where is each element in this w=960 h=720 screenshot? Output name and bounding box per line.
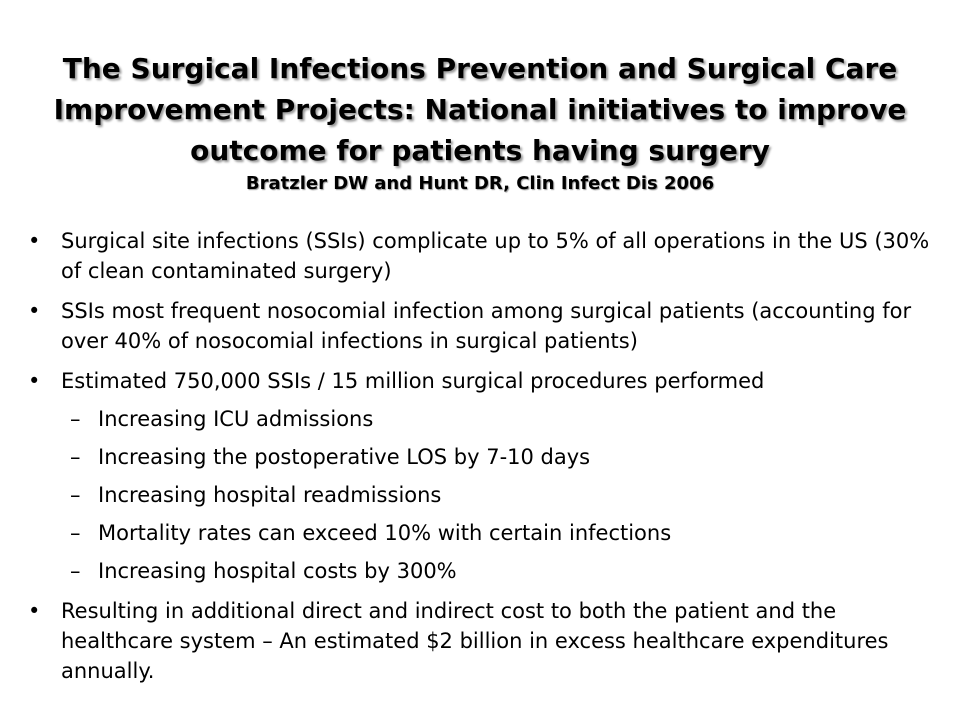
sub-bullet-marker: – (70, 445, 81, 469)
bullet-item: • Estimated 750,000 SSIs / 15 million su… (28, 366, 944, 586)
slide-citation: Bratzler DW and Hunt DR, Clin Infect Dis… (245, 173, 715, 194)
sub-bullet-item: – Increasing hospital costs by 300% (28, 556, 944, 586)
sub-bullet-text: Increasing hospital readmissions (98, 483, 442, 507)
bullet-text: SSIs most frequent nosocomial infection … (61, 299, 912, 353)
bullet-item: • Resulting in additional direct and ind… (28, 596, 944, 686)
sub-bullet-marker: – (70, 521, 81, 545)
sub-bullet-text: Mortality rates can exceed 10% with cert… (98, 521, 672, 545)
bullet-text: Estimated 750,000 SSIs / 15 million surg… (61, 369, 765, 393)
title-block: The Surgical Infections Prevention and S… (40, 48, 920, 197)
sub-bullet-marker: – (70, 483, 81, 507)
bullet-text: Resulting in additional direct and indir… (61, 599, 889, 683)
sub-bullet-item: – Increasing the postoperative LOS by 7-… (28, 442, 944, 472)
sub-bullet-item: – Increasing ICU admissions (28, 404, 944, 434)
sub-bullet-item: – Mortality rates can exceed 10% with ce… (28, 518, 944, 548)
bullet-list: • Surgical site infections (SSIs) compli… (28, 226, 944, 686)
sub-bullet-marker: – (70, 559, 81, 583)
sub-bullet-list: – Increasing ICU admissions – Increasing… (28, 404, 944, 586)
bullet-marker: • (28, 229, 41, 253)
bullet-marker: • (28, 369, 41, 393)
sub-bullet-item: – Increasing hospital readmissions (28, 480, 944, 510)
sub-bullet-text: Increasing the postoperative LOS by 7-10… (98, 445, 591, 469)
bullet-marker: • (28, 599, 41, 623)
sub-bullet-text: Increasing ICU admissions (98, 407, 374, 431)
bullet-marker: • (28, 299, 41, 323)
slide-title: The Surgical Infections Prevention and S… (53, 52, 907, 167)
bullet-text: Surgical site infections (SSIs) complica… (61, 229, 930, 283)
sub-bullet-marker: – (70, 407, 81, 431)
sub-bullet-text: Increasing hospital costs by 300% (98, 559, 457, 583)
bullet-item: • Surgical site infections (SSIs) compli… (28, 226, 944, 286)
bullet-item: • SSIs most frequent nosocomial infectio… (28, 296, 944, 356)
